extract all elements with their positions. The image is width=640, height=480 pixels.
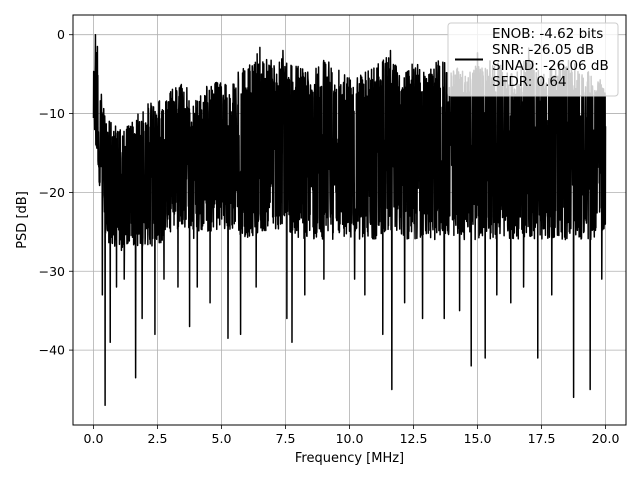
y-tick-label: −10 [39,106,65,121]
x-tick-label: 5.0 [212,431,232,446]
x-tick-label: 10.0 [336,431,364,446]
x-tick-label: 12.5 [400,431,428,446]
legend-entry-sfdr: SFDR: 0.64 [492,74,567,90]
x-tick-label: 7.5 [276,431,296,446]
psd-line [92,33,607,407]
x-tick-label: 2.5 [148,431,168,446]
legend-entry-sinad: SINAD: -26.06 dB [492,58,609,74]
x-tick-label: 15.0 [464,431,492,446]
axis-ticks: 0.0 2.5 5.0 7.5 10.0 12.5 15.0 17.5 20.0 0 −10 −20 −… [39,27,620,446]
legend-box [447,22,619,97]
y-axis-label: PSD [dB] [15,191,30,249]
y-tick-label: −40 [39,343,65,358]
psd-series [92,33,607,407]
legend-entry-snr: SNR: -26.05 dB [492,42,594,58]
y-tick-label: −30 [39,264,65,279]
legend: ENOB: -4.62 bits SNR: -26.05 dB SINAD: -… [447,22,619,97]
y-tick-label: −20 [39,185,65,200]
x-axis-label: Frequency [MHz] [295,451,404,466]
x-tick-label: 17.5 [528,431,556,446]
y-tick-label: 0 [57,27,65,42]
x-tick-label: 20.0 [592,431,620,446]
x-tick-label: 0.0 [84,431,104,446]
legend-entry-enob: ENOB: -4.62 bits [492,26,603,42]
